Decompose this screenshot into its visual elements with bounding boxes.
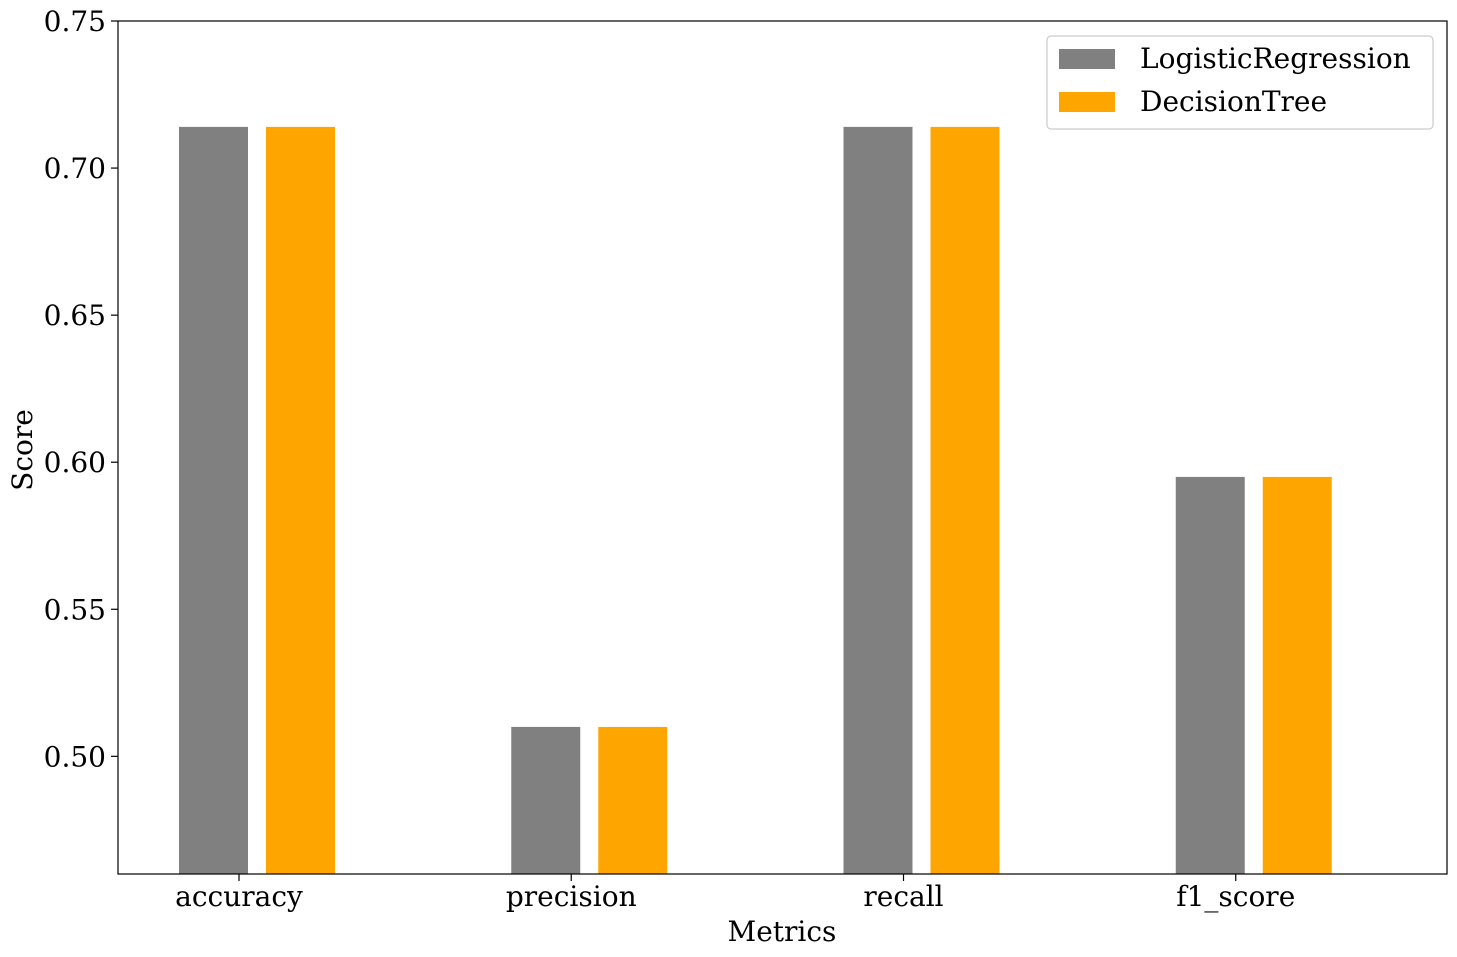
y-tick-label: 0.60 [44, 446, 106, 479]
bar-DecisionTree-recall [930, 126, 1000, 875]
legend-swatch [1059, 92, 1115, 112]
bar-DecisionTree-f1_score [1262, 476, 1332, 874]
y-tick-label: 0.55 [44, 593, 106, 626]
legend-frame [1046, 35, 1434, 130]
x-axis: accuracy precision recall f1_score [175, 874, 1295, 913]
bar-DecisionTree-accuracy [266, 126, 335, 875]
legend-label: DecisionTree [1140, 85, 1327, 118]
bar-LogisticRegression-accuracy [179, 126, 248, 875]
legend-label: LogisticRegression [1140, 42, 1411, 75]
legend-swatch [1059, 49, 1115, 69]
plot-frame [117, 20, 1448, 875]
y-axis-label: Score [6, 409, 39, 491]
y-tick-label: 0.50 [44, 740, 106, 773]
y-tick-label: 0.70 [44, 152, 106, 185]
y-axis: 0.50 0.55 0.60 0.65 0.70 0.75 [44, 5, 118, 773]
bar-LogisticRegression-recall [843, 126, 913, 875]
y-tick-label: 0.65 [44, 299, 106, 332]
x-axis-label: Metrics [728, 915, 837, 948]
bar-DecisionTree-precision [598, 726, 668, 874]
bars-group [179, 126, 1332, 875]
x-tick-label: f1_score [1176, 880, 1295, 913]
x-tick-label: recall [863, 880, 943, 913]
y-tick-label: 0.75 [44, 5, 106, 38]
bar-LogisticRegression-precision [511, 726, 581, 874]
x-tick-label: accuracy [175, 880, 303, 913]
legend: LogisticRegression DecisionTree [1046, 35, 1434, 130]
x-tick-label: precision [506, 880, 637, 913]
bar-LogisticRegression-f1_score [1175, 476, 1245, 874]
